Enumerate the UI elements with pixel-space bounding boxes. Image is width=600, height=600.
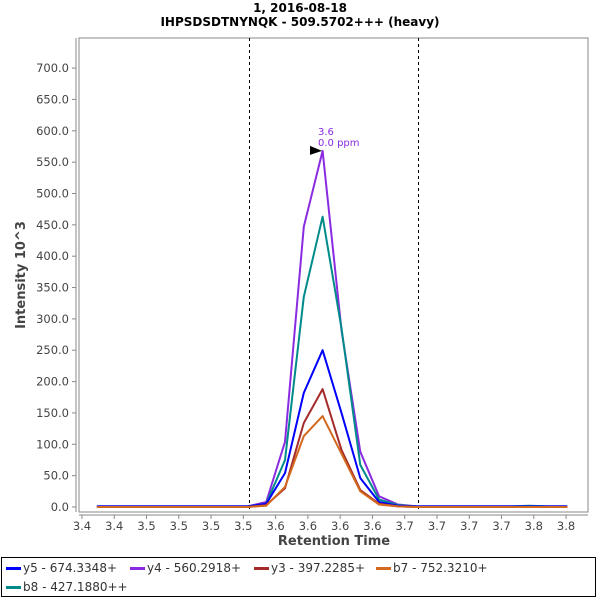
legend: y5 - 674.3348+ y4 - 560.2918+ y3 - 397.228… bbox=[1, 557, 596, 597]
y-tick-label: 600.0 bbox=[36, 124, 69, 138]
y-tick-label: 50.0 bbox=[43, 469, 69, 483]
peak-rt-label: 3.6 bbox=[318, 127, 334, 138]
legend-label: b7 - 752.3210+ bbox=[393, 561, 488, 575]
legend-label: b8 - 427.1880++ bbox=[23, 580, 128, 594]
y-tick-label: 100.0 bbox=[36, 437, 69, 451]
y-tick-label: 250.0 bbox=[36, 343, 69, 357]
legend-label: y4 - 560.2918+ bbox=[147, 561, 242, 575]
legend-item: b7 - 752.3210+ bbox=[376, 561, 488, 575]
legend-label: y5 - 674.3348+ bbox=[23, 561, 118, 575]
x-axis-label: Retention Time bbox=[278, 534, 390, 549]
series-line-b7 bbox=[96, 415, 568, 508]
x-tick-label: 3.6 bbox=[266, 519, 284, 533]
x-tick-label: 3.4 bbox=[73, 519, 91, 533]
x-tick-label: 3.5 bbox=[202, 519, 220, 533]
chart-title: 1, 2016-08-18 bbox=[253, 1, 347, 15]
legend-label: y3 - 397.2285+ bbox=[271, 561, 366, 575]
y-tick-label: 350.0 bbox=[36, 281, 69, 295]
y-tick-label: 0.0 bbox=[51, 500, 69, 514]
y-tick-label: 500.0 bbox=[36, 186, 69, 200]
y-tick-label: 150.0 bbox=[36, 406, 69, 420]
plot-area bbox=[78, 37, 589, 513]
x-tick-label: 3.6 bbox=[299, 519, 317, 533]
y-tick-label: 300.0 bbox=[36, 312, 69, 326]
chart-subtitle: IHPSDSDTNYNQK - 509.5702+++ (heavy) bbox=[160, 15, 439, 29]
x-tick-label: 3.7 bbox=[460, 519, 478, 533]
legend-item: b8 - 427.1880++ bbox=[6, 580, 128, 594]
x-tick-label: 3.6 bbox=[331, 519, 349, 533]
y-tick-label: 400.0 bbox=[36, 249, 69, 263]
legend-swatch bbox=[130, 566, 145, 570]
x-tick-label: 3.5 bbox=[137, 519, 155, 533]
peak-marker-icon bbox=[310, 145, 323, 155]
legend-swatch bbox=[376, 566, 391, 570]
x-tick-label: 3.8 bbox=[557, 519, 575, 533]
x-tick-label: 3.8 bbox=[525, 519, 543, 533]
x-tick-label: 3.5 bbox=[234, 519, 252, 533]
legend-swatch bbox=[254, 566, 269, 570]
y-tick-label: 200.0 bbox=[36, 375, 69, 389]
x-tick-label: 3.6 bbox=[363, 519, 381, 533]
y-axis-label: Intensity 10^3 bbox=[14, 221, 29, 329]
y-tick-label: 700.0 bbox=[36, 61, 69, 75]
x-tick-label: 3.7 bbox=[428, 519, 446, 533]
legend-item: y5 - 674.3348+ bbox=[6, 561, 117, 575]
y-tick-label: 450.0 bbox=[36, 218, 69, 232]
peak-ppm-label: 0.0 ppm bbox=[318, 138, 360, 149]
x-tick-label: 3.7 bbox=[492, 519, 510, 533]
x-tick-label: 3.5 bbox=[170, 519, 188, 533]
x-tick-label: 3.7 bbox=[396, 519, 414, 533]
legend-swatch bbox=[6, 566, 21, 570]
legend-item: y3 - 397.2285+ bbox=[254, 561, 365, 575]
chromatogram-chart: 1, 2016-08-18 IHPSDSDTNYNQK - 509.5702++… bbox=[14, 1, 589, 549]
y-tick-label: 550.0 bbox=[36, 155, 69, 169]
legend-swatch bbox=[6, 585, 21, 589]
legend-item: y4 - 560.2918+ bbox=[130, 561, 241, 575]
y-tick-label: 650.0 bbox=[36, 92, 69, 106]
x-tick-label: 3.4 bbox=[105, 519, 123, 533]
